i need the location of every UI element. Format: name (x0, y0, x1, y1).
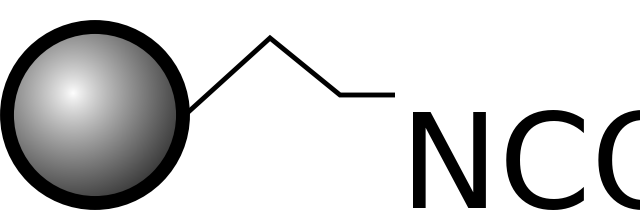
Text: NCO: NCO (400, 108, 640, 216)
